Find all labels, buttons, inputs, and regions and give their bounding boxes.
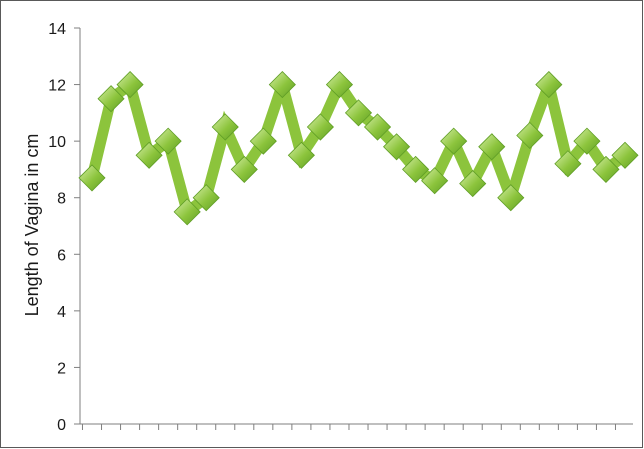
y-tick-label: 8 (57, 191, 66, 208)
data-point-marker (325, 71, 354, 99)
data-point-marker (230, 155, 258, 183)
y-tick-label: 12 (48, 78, 66, 95)
data-point-marker (78, 164, 106, 192)
data-point-marker (306, 113, 334, 141)
data-point-marker (344, 99, 373, 127)
y-axis-title-group: Length of Vagina in cm (22, 134, 42, 317)
data-point-marker (535, 71, 563, 99)
data-point-marker (154, 127, 182, 155)
data-point-marker (611, 141, 639, 169)
data-point-marker (516, 121, 544, 150)
data-point-marker (211, 113, 239, 141)
data-point-marker (116, 71, 144, 99)
series-markers (78, 71, 639, 226)
y-tick-label: 10 (48, 134, 66, 151)
data-point-marker (573, 127, 601, 155)
data-point-marker (554, 150, 582, 178)
data-point-marker (192, 184, 220, 212)
data-point-marker (402, 155, 430, 183)
data-point-marker (459, 170, 487, 198)
data-point-marker (135, 141, 163, 169)
data-point-marker (440, 127, 468, 155)
data-point-marker (421, 167, 449, 195)
data-point-marker (287, 141, 315, 169)
y-ticks: 0 2 4 6 8 10 12 14 (48, 21, 80, 434)
y-tick-label: 6 (57, 247, 66, 264)
x-ticks (81, 424, 616, 430)
data-point-marker (249, 127, 277, 155)
data-point-marker (173, 198, 201, 226)
data-point-marker (497, 184, 525, 212)
y-axis-title: Length of Vagina in cm (22, 134, 42, 317)
data-point-marker (268, 71, 296, 99)
data-point-marker (363, 113, 392, 141)
y-tick-label: 0 (57, 417, 66, 434)
data-point-marker (383, 133, 411, 161)
data-point-marker (97, 85, 125, 113)
data-point-marker (478, 133, 506, 161)
data-point-marker (592, 155, 620, 183)
y-tick-label: 4 (57, 304, 66, 321)
y-tick-label: 2 (57, 360, 66, 377)
axes (79, 28, 633, 425)
y-tick-label: 14 (48, 21, 66, 38)
